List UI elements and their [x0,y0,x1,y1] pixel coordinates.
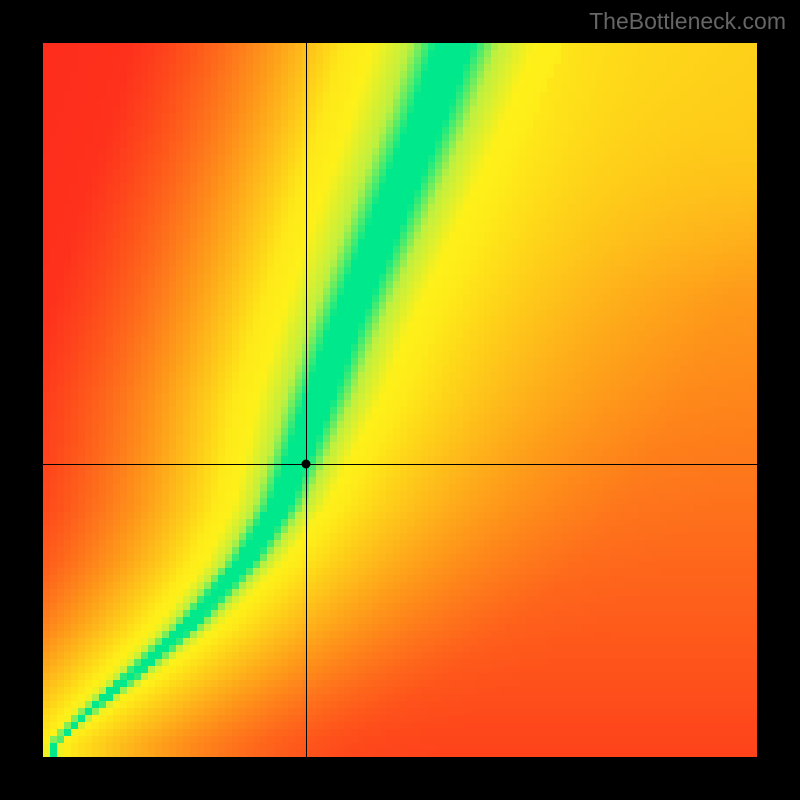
heatmap-canvas [43,43,757,757]
heatmap-plot [43,43,757,757]
crosshair-marker [301,459,310,468]
crosshair-vertical [306,43,307,757]
watermark-text: TheBottleneck.com [589,8,786,35]
crosshair-horizontal [43,464,757,465]
